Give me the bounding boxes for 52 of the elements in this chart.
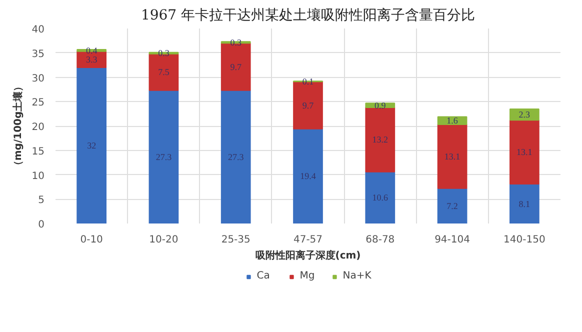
x-axis-title: 吸附性阳离子深度(cm): [255, 250, 361, 262]
x-tick-label: 0-10: [80, 234, 103, 246]
y-tick-label: 5: [38, 195, 45, 206]
legend-label: Mg: [300, 270, 316, 282]
data-label: 13.2: [372, 134, 388, 145]
bar: [293, 128, 323, 224]
x-tick-label: 47-57: [293, 234, 323, 246]
data-label: 9.7: [230, 62, 242, 72]
bar: [365, 171, 396, 224]
data-label: 32: [87, 140, 96, 150]
bar: [510, 184, 540, 224]
y-tick-label: 30: [32, 73, 45, 84]
bar: [220, 90, 251, 224]
x-tick-label: 25-35: [221, 234, 250, 246]
data-label: 0.9: [374, 100, 386, 110]
x-tick-label: 94-104: [434, 234, 470, 246]
data-label: 0.3: [158, 48, 170, 58]
data-label: 27.3: [228, 152, 244, 162]
bar: [437, 124, 468, 189]
data-label: 8.1: [518, 198, 530, 209]
bar: [510, 108, 540, 121]
bar: [76, 67, 106, 224]
x-tick-label: 68-78: [366, 234, 395, 246]
bar: [437, 188, 468, 224]
data-label: 7.2: [446, 200, 458, 211]
data-label: 10.6: [372, 192, 389, 203]
bar: [437, 116, 468, 126]
y-tick-label: 0: [38, 220, 45, 230]
x-tick-label: 140-150: [504, 234, 546, 246]
data-label: 0.1: [302, 76, 314, 86]
x-tick-label: 10-20: [149, 234, 178, 246]
y-tick-label: 20: [32, 122, 45, 133]
data-label: 9.7: [302, 100, 314, 110]
y-axis-title: （mg/100g土壤）: [12, 81, 24, 171]
data-label: 13.1: [444, 151, 460, 162]
y-tick-label: 25: [32, 98, 45, 109]
y-tick-label: 10: [32, 170, 45, 182]
data-label: 19.4: [300, 171, 316, 182]
y-tick-label: 15: [32, 146, 45, 158]
data-label: 13.1: [516, 147, 532, 158]
data-label: 27.3: [156, 152, 172, 162]
data-label: 2.3: [518, 110, 531, 120]
data-label: 7.5: [158, 67, 170, 78]
y-tick-label: 35: [32, 48, 45, 60]
legend-label: Ca: [256, 270, 271, 282]
bar: [510, 120, 540, 185]
y-tick-label: 40: [32, 24, 45, 36]
data-label: 1.6: [446, 116, 458, 126]
data-label: 3.3: [86, 54, 98, 64]
bar: [148, 90, 179, 224]
legend-label: Na+K: [342, 270, 372, 282]
chart-title: 1967 年卡拉干达州某处土壤吸附性阳离子含量百分比: [140, 8, 476, 24]
